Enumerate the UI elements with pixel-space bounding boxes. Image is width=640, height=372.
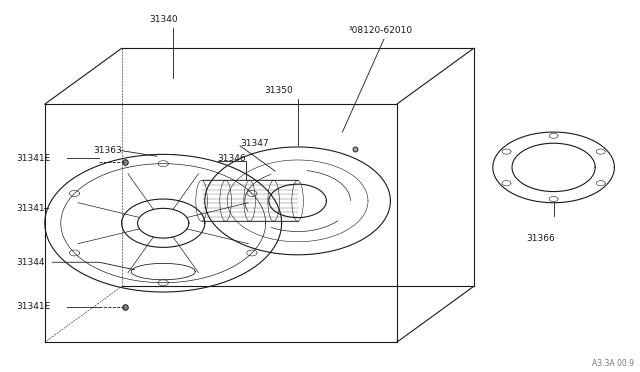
Text: 31366: 31366: [527, 234, 555, 243]
Text: 31363: 31363: [93, 146, 122, 155]
Text: 31347: 31347: [240, 139, 269, 148]
Text: 31341: 31341: [16, 204, 45, 213]
Text: A3.3A 00.9: A3.3A 00.9: [591, 359, 634, 368]
Text: 31346: 31346: [218, 154, 246, 163]
Text: 31340: 31340: [149, 15, 177, 24]
Text: 31341E: 31341E: [16, 302, 51, 311]
Text: 31344: 31344: [16, 258, 45, 267]
Text: ³08120-62010: ³08120-62010: [349, 26, 413, 35]
Text: 31341E: 31341E: [16, 154, 51, 163]
Text: 31350: 31350: [264, 86, 292, 95]
